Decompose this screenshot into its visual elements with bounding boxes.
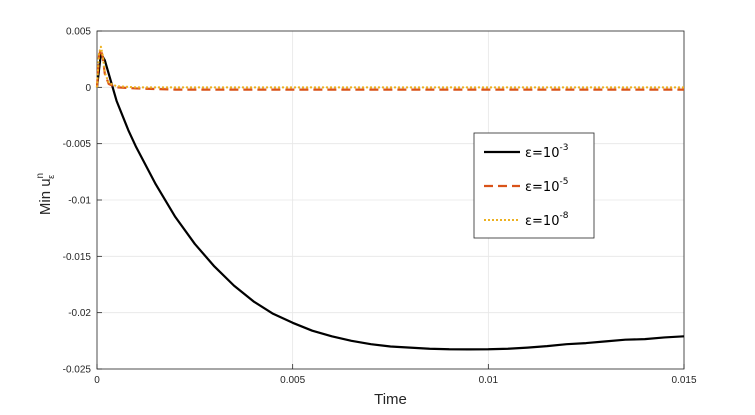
series-line-2 <box>95 47 684 91</box>
legend-label-main: ε=10 <box>525 180 559 195</box>
y-axis-label-group: Min unε <box>35 173 56 215</box>
x-axis-label: Time <box>374 391 407 408</box>
x-tick-label: 0.005 <box>280 375 305 386</box>
legend-label-1: ε=10-3 <box>525 143 568 161</box>
legend-label-3: ε=10-8 <box>525 211 569 229</box>
y-axis-label-subscript: ε <box>46 175 56 179</box>
legend-label-exponent: -5 <box>559 177 568 187</box>
x-tick-label: 0 <box>94 375 100 386</box>
ticks: 0 0.005 0.01 0.015 -0.025 -0.02 -0.015 -0.01 -0.… <box>63 27 697 387</box>
y-tick-label: -0.01 <box>68 196 91 207</box>
series-layer <box>95 45 685 351</box>
x-tick-label: 0.015 <box>671 375 696 386</box>
legend-label-2: ε=10-5 <box>525 177 568 195</box>
y-axis-label-main: Min u <box>37 178 54 215</box>
y-axis-label-superscript: n <box>35 173 46 179</box>
y-tick-label: -0.025 <box>63 365 92 376</box>
y-tick-label: 0.005 <box>66 27 91 38</box>
y-axis-label: Min unε <box>35 173 56 215</box>
series-line-3 <box>96 45 684 89</box>
x-tick-label: 0.01 <box>479 375 499 386</box>
legend-label-exponent: -8 <box>559 211 568 221</box>
y-tick-label: -0.02 <box>68 308 91 319</box>
legend-label-exponent: -3 <box>559 143 568 153</box>
legend-label-main: ε=10 <box>525 214 559 229</box>
legend: ε=10-3ε=10-5ε=10-8 <box>473 132 595 239</box>
y-tick-label: 0 <box>85 83 91 94</box>
legend-items: ε=10-3ε=10-5ε=10-8 <box>484 143 569 229</box>
y-tick-label: -0.015 <box>63 252 92 263</box>
series-line-1 <box>95 52 685 351</box>
y-tick-label: -0.005 <box>63 139 92 150</box>
legend-label-main: ε=10 <box>525 146 559 161</box>
